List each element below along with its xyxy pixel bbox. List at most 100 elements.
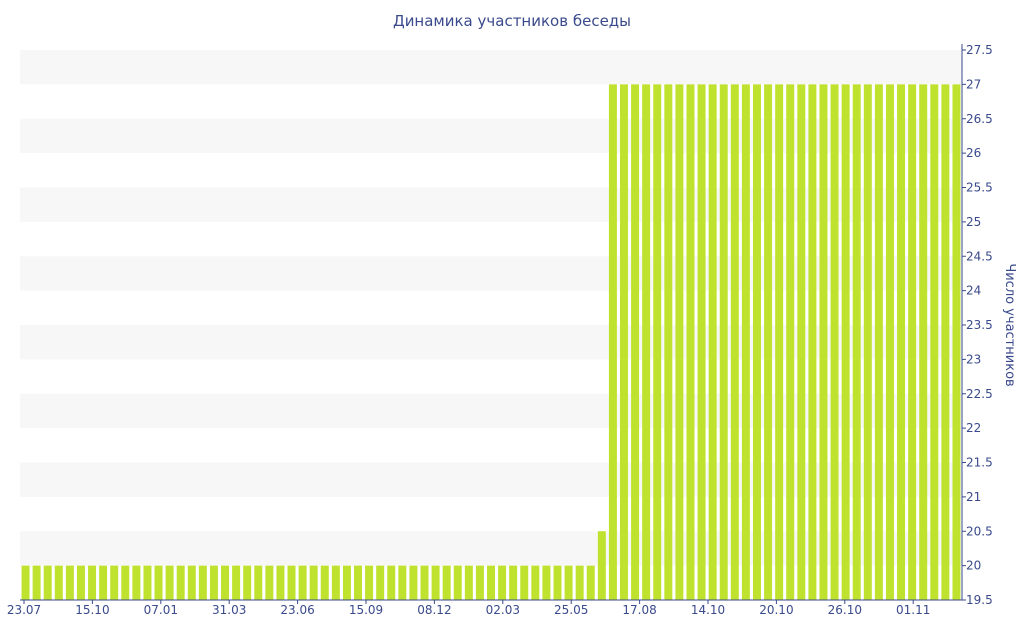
- bar: [176, 565, 185, 601]
- bar: [941, 84, 950, 601]
- x-tick-label: 17.08: [622, 603, 656, 617]
- x-tick-label: 20.10: [759, 603, 793, 617]
- y-tick-label: 24.5: [966, 249, 993, 263]
- bar: [132, 565, 141, 601]
- y-axis-label: Число участников: [1002, 263, 1017, 386]
- x-tick-label: 15.09: [349, 603, 383, 617]
- bar: [65, 565, 74, 601]
- x-tick-label: 08.12: [417, 603, 451, 617]
- bar: [464, 565, 473, 601]
- bar: [21, 565, 30, 601]
- bar: [852, 84, 861, 601]
- y-tick-label: 19.5: [966, 593, 993, 607]
- x-tick-label: 01.11: [896, 603, 930, 617]
- bar: [376, 565, 385, 601]
- bar: [221, 565, 230, 601]
- bar: [586, 565, 595, 601]
- x-tick-label: 15.10: [75, 603, 109, 617]
- bar: [697, 84, 706, 601]
- bar: [254, 565, 263, 601]
- bar: [509, 565, 518, 601]
- bar: [198, 565, 207, 601]
- y-tick-label: 24: [966, 284, 981, 298]
- y-tick-label: 23: [966, 352, 981, 366]
- bar: [398, 565, 407, 601]
- bar: [642, 84, 651, 601]
- axes: [20, 44, 966, 604]
- bar: [830, 84, 839, 601]
- bar: [453, 565, 462, 601]
- bar: [487, 565, 495, 601]
- bar: [719, 84, 728, 601]
- bar: [553, 565, 562, 601]
- bar: [597, 531, 606, 600]
- bar: [919, 84, 928, 601]
- y-tick-label: 21: [966, 490, 981, 504]
- bar: [165, 565, 174, 601]
- bar: [387, 565, 396, 601]
- y-tick-label: 22.5: [966, 387, 993, 401]
- y-tick-label: 26.5: [966, 112, 993, 126]
- bars: [21, 84, 961, 601]
- bar: [930, 84, 939, 601]
- x-tick-label: 23.06: [280, 603, 314, 617]
- bar: [243, 565, 252, 601]
- bar: [99, 565, 108, 601]
- bar: [475, 565, 484, 601]
- bar: [209, 565, 218, 601]
- bar: [187, 565, 196, 601]
- bar: [764, 84, 773, 601]
- y-tick-label: 25.5: [966, 181, 993, 195]
- bar: [265, 565, 274, 601]
- bar: [442, 565, 451, 601]
- bar: [498, 565, 507, 601]
- bar: [320, 565, 329, 601]
- bar: [730, 84, 739, 601]
- bar: [908, 84, 917, 601]
- y-tick-label: 23.5: [966, 318, 993, 332]
- bar: [331, 565, 340, 601]
- y-tick-label: 21.5: [966, 456, 993, 470]
- bar: [32, 565, 41, 601]
- bar: [88, 565, 97, 601]
- bar: [885, 84, 894, 601]
- bar: [786, 84, 795, 601]
- bar: [409, 565, 418, 601]
- bar: [819, 84, 828, 601]
- bar: [575, 565, 584, 601]
- bar: [797, 84, 806, 601]
- bar: [143, 565, 152, 601]
- bar: [752, 84, 761, 601]
- bar: [608, 84, 617, 601]
- x-tick-label: 26.10: [828, 603, 862, 617]
- bar: [686, 84, 695, 601]
- bar: [232, 565, 241, 601]
- y-tick-label: 25: [966, 215, 981, 229]
- x-tick-label: 14.10: [691, 603, 725, 617]
- y-tick-label: 20: [966, 559, 981, 573]
- bar: [664, 84, 673, 601]
- bar: [365, 565, 374, 601]
- tick-labels: 19.5 20 20.5 21 21.5 22 22.5 23 23.5 24 24.5 25 25.5…: [7, 43, 1017, 617]
- bar: [808, 84, 817, 601]
- bar: [309, 565, 318, 601]
- bar: [863, 84, 872, 601]
- bar: [298, 565, 307, 601]
- bar: [620, 84, 628, 601]
- bar: [420, 565, 429, 601]
- bar: [154, 565, 163, 601]
- bar: [675, 84, 684, 601]
- bar: [952, 84, 961, 601]
- bar: [76, 565, 85, 601]
- bar: [542, 565, 551, 601]
- bar: [121, 565, 130, 601]
- y-tick-label: 27: [966, 77, 981, 91]
- x-tick-label: 07.01: [144, 603, 178, 617]
- bar: [520, 565, 529, 601]
- bar: [775, 84, 784, 601]
- y-tick-label: 27.5: [966, 43, 993, 57]
- bar: [54, 565, 63, 601]
- bar: [564, 565, 573, 601]
